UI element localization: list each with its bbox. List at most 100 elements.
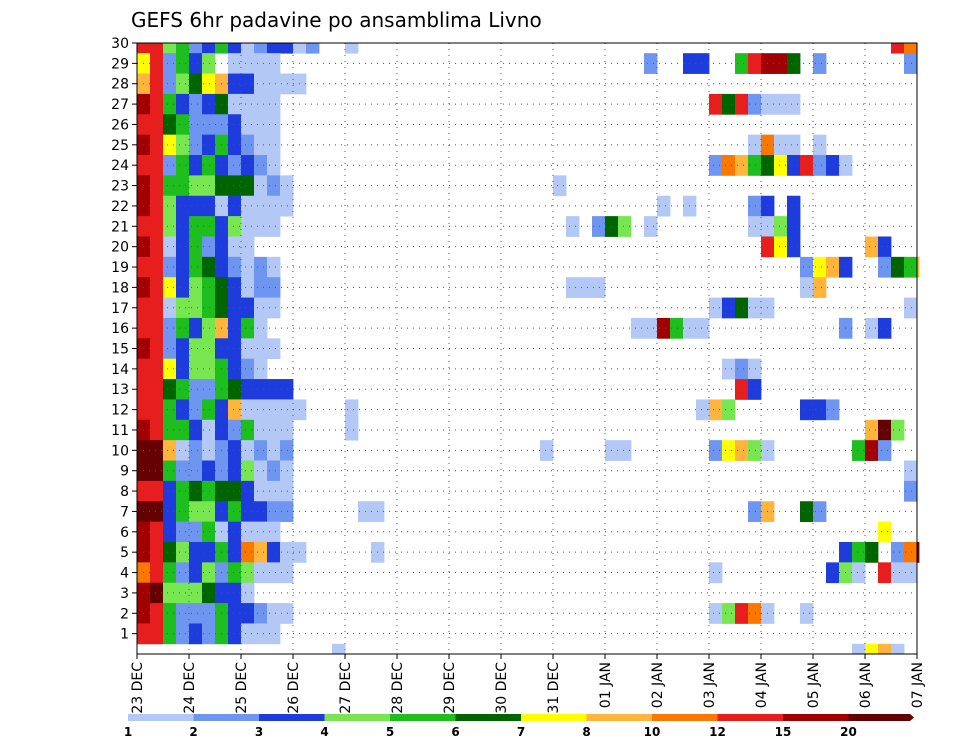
heatmap-cell [800,256,814,278]
heatmap-cell [644,216,658,237]
heatmap-cell [189,521,203,543]
heatmap-cell [904,480,918,502]
heatmap-cell [202,297,216,319]
heatmap-cell [709,399,723,421]
heatmap-cell [878,521,892,543]
colorbar-label: 20 [840,725,857,739]
heatmap-cell [163,358,177,380]
heatmap-cell [202,501,216,523]
heatmap-cell [280,440,294,461]
y-tick-label: 13 [111,382,129,398]
colorbar-label: 5 [386,725,394,739]
heatmap-cell [189,216,203,237]
heatmap-cell [345,399,359,421]
heatmap-cell [189,195,203,217]
heatmap-cell [254,541,268,563]
y-tick-label: 19 [111,260,129,276]
heatmap-cell [228,277,242,298]
x-tick-label: 26 DEC [286,662,302,714]
heatmap-cell [202,419,216,441]
heatmap-cell [241,419,255,441]
heatmap-cell [852,541,866,563]
heatmap-cell [150,43,164,54]
heatmap-cell [176,419,190,441]
heatmap-cell [176,399,190,421]
heatmap-cell [241,216,255,237]
heatmap-cell [189,256,203,278]
heatmap-cell [189,358,203,380]
y-tick-label: 6 [120,525,129,541]
heatmap-cell [150,460,164,482]
heatmap-cell [228,53,242,74]
heatmap-cell [150,93,164,115]
heatmap-cell [748,93,762,115]
heatmap-cell [202,440,216,461]
heatmap-cell [150,480,164,502]
heatmap-cell [228,216,242,237]
heatmap-cells [137,43,920,655]
heatmap-cell [163,216,177,237]
heatmap-cell [774,236,788,258]
colorbar-label: 3 [255,725,263,739]
heatmap-cell [189,623,203,645]
colorbar-swatch [128,714,194,721]
heatmap-cell [267,277,281,298]
heatmap-cell [228,134,242,156]
heatmap-cell [267,73,281,95]
heatmap-cell [878,643,892,655]
heatmap-cell [865,440,879,461]
heatmap-cell [228,236,242,258]
heatmap-cell [254,134,268,156]
heatmap-cell [150,297,164,319]
heatmap-cell [241,501,255,523]
heatmap-cell [254,53,268,74]
heatmap-cell [189,562,203,584]
heatmap-cell [189,338,203,360]
heatmap-cell [202,480,216,502]
x-tick-label: 05 JAN [806,662,822,708]
y-tick-label: 16 [111,321,129,337]
heatmap-cell [189,419,203,441]
heatmap-cell [150,399,164,421]
heatmap-cell [150,501,164,523]
heatmap-cell [696,317,710,339]
heatmap-cell [709,155,723,176]
heatmap-cell [787,216,801,237]
colorbar-label: 6 [451,725,459,739]
heatmap-cell [254,114,268,136]
heatmap-cell [748,195,762,217]
heatmap-cell [189,501,203,523]
heatmap-cell [176,460,190,482]
heatmap-cell [280,195,294,217]
heatmap-cell [202,53,216,74]
heatmap-cell [176,480,190,502]
heatmap-cell [163,399,177,421]
heatmap-cell [878,562,892,584]
heatmap-cell [254,195,268,217]
heatmap-cell [267,460,281,482]
heatmap-cell [163,93,177,115]
heatmap-cell [163,155,177,176]
heatmap-cell [748,134,762,156]
colorbar-label: 2 [189,725,197,739]
heatmap-cell [150,338,164,360]
heatmap-cell [709,93,723,115]
heatmap-cell [163,623,177,645]
heatmap-cell [189,134,203,156]
heatmap-cell [774,134,788,156]
heatmap-cell [267,379,281,400]
heatmap-cell [267,521,281,543]
heatmap-cell [176,440,190,461]
heatmap-cell [254,379,268,400]
heatmap-cell [267,114,281,136]
heatmap-cell [241,440,255,461]
heatmap-cell [228,73,242,95]
heatmap-cell [163,582,177,604]
colorbar-label: 1 [124,725,132,739]
heatmap-cell [176,338,190,360]
y-axis: 1234567891011121314151617181920212223242… [111,36,137,643]
y-tick-label: 14 [111,362,129,378]
heatmap-cell [176,114,190,136]
heatmap-cell [904,541,918,563]
